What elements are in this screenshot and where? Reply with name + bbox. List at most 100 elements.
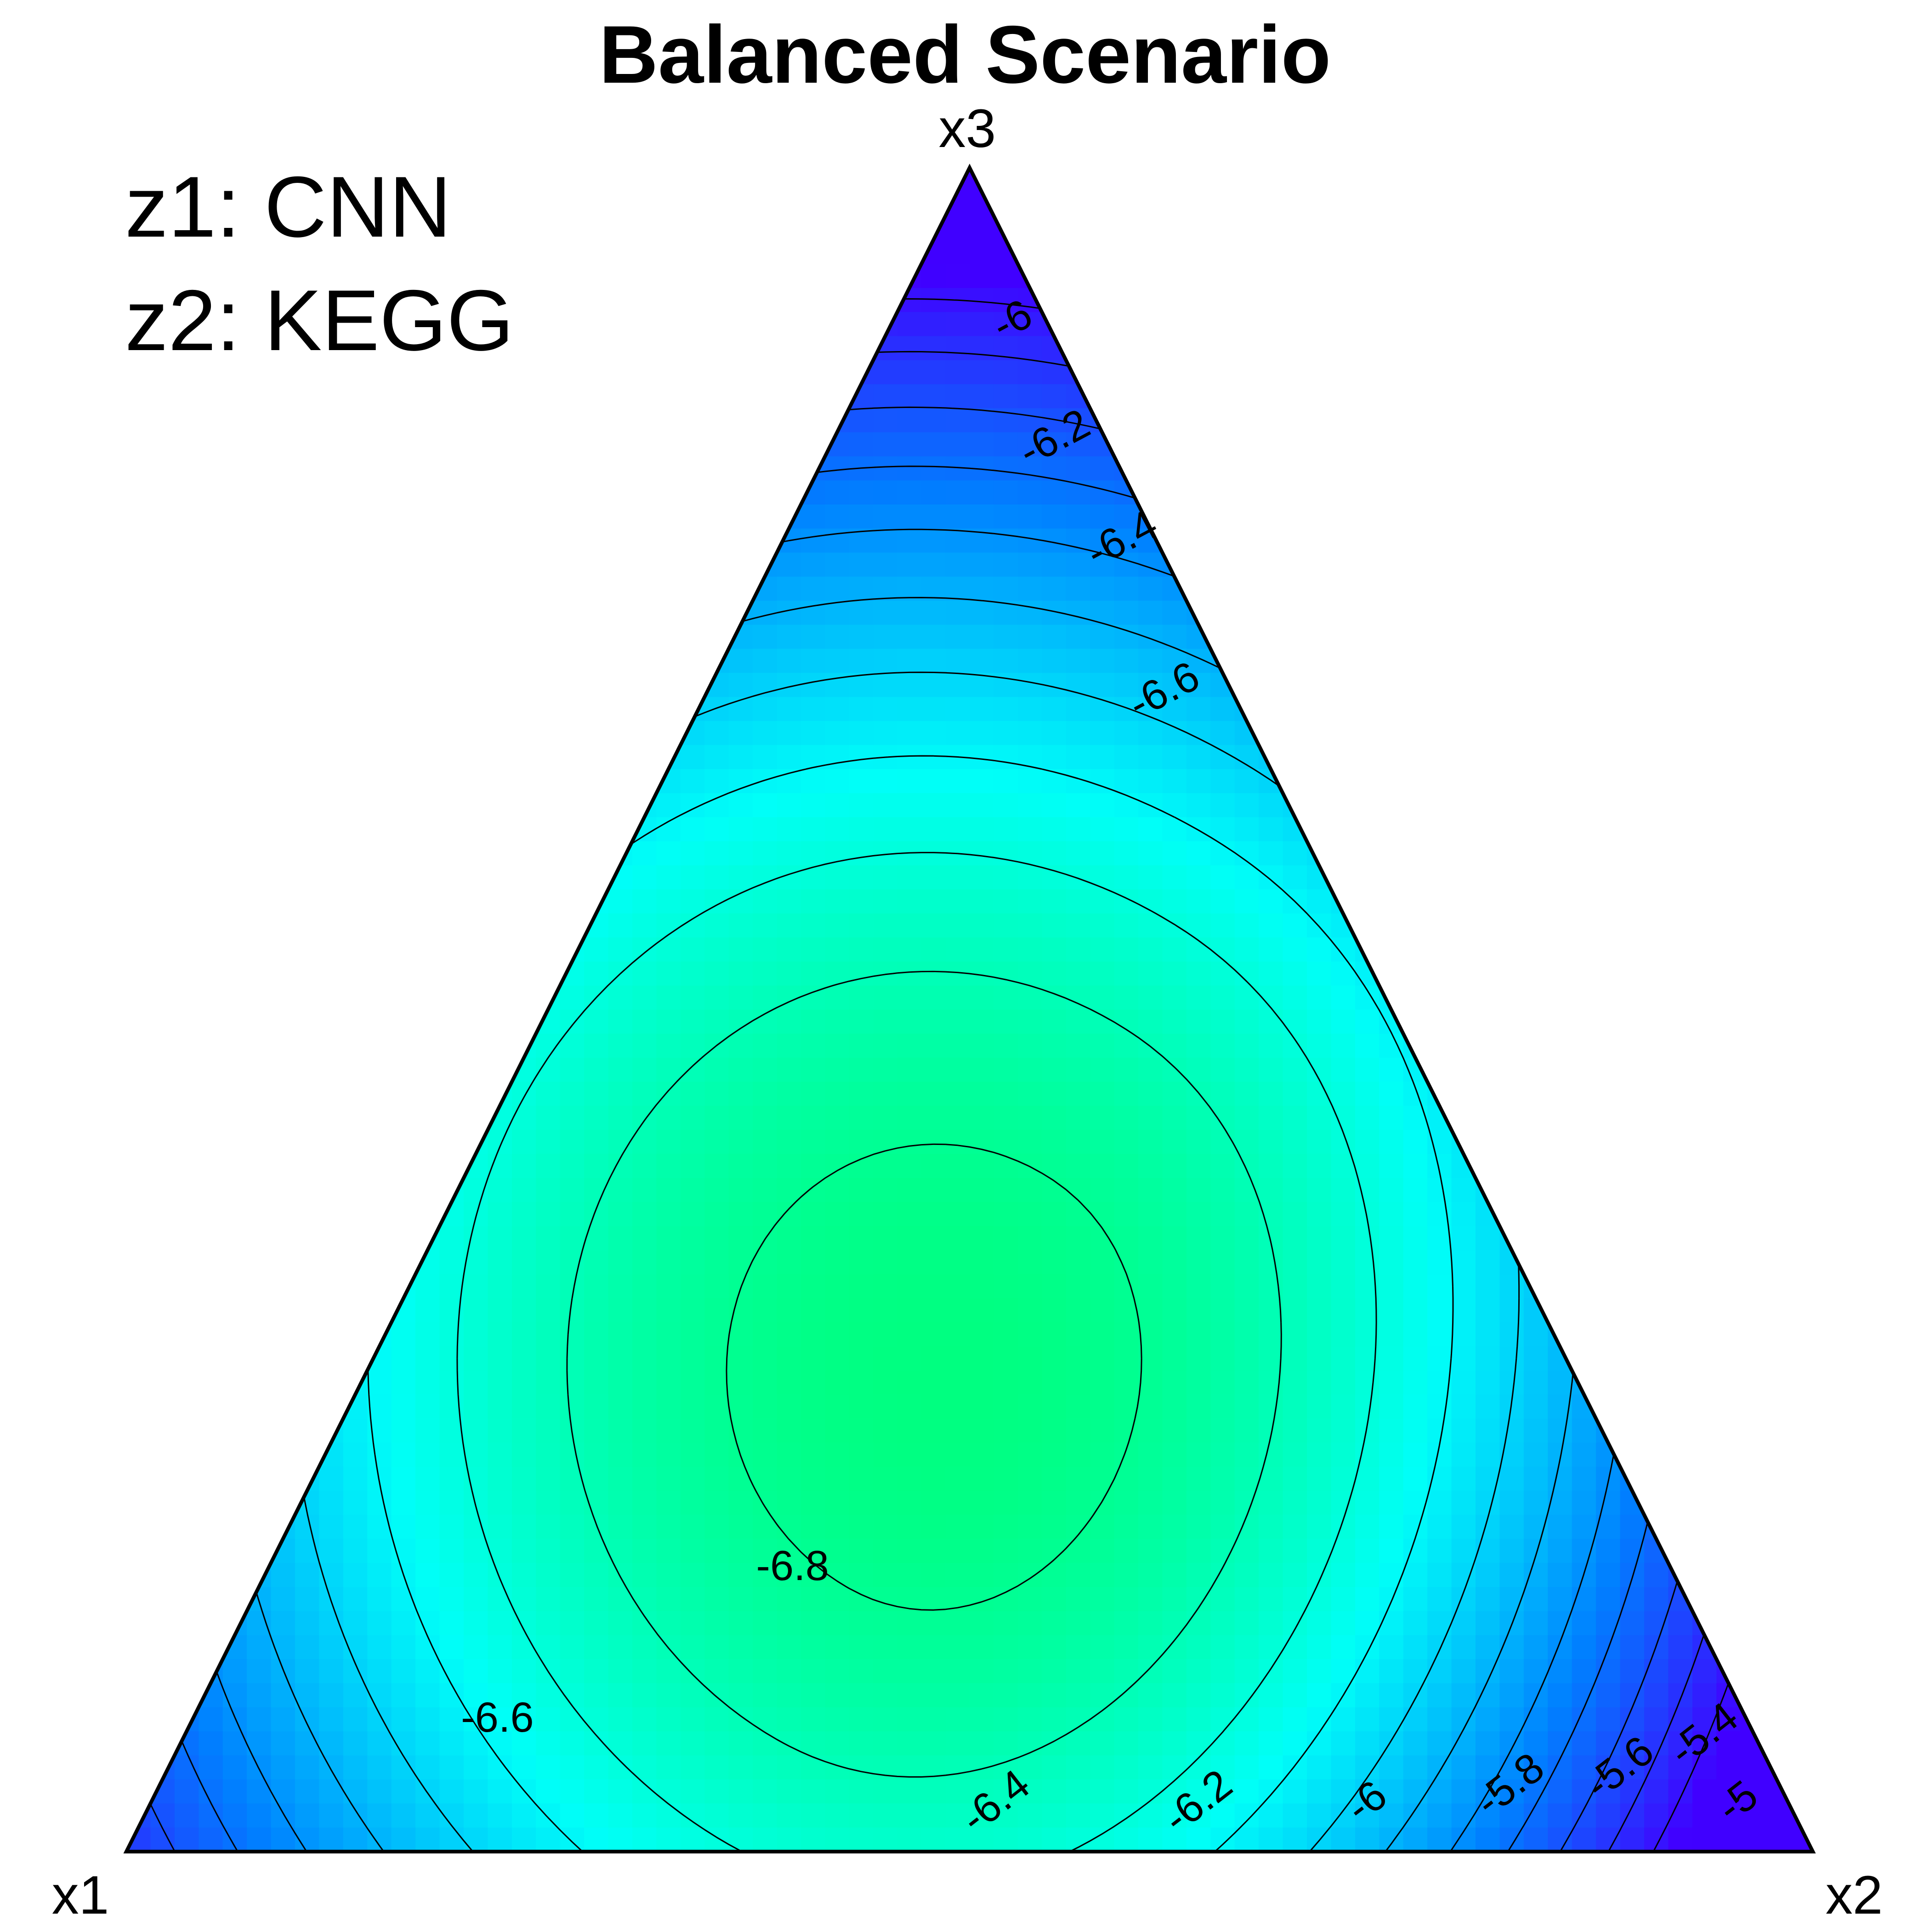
fill-cell [632,1202,657,1227]
fill-cell [1596,1779,1621,1804]
fill-cell [849,1370,874,1395]
fill-cell [1307,1755,1332,1780]
fill-cell [849,408,874,433]
fill-cell [199,1635,223,1660]
fill-cell [993,1707,1018,1732]
fill-cell [1307,1274,1332,1299]
fill-cell [511,1274,537,1299]
fill-cell [801,1779,826,1804]
fill-cell [222,1563,248,1588]
fill-cell [1427,1130,1452,1155]
fill-cell [1017,1587,1043,1612]
fill-cell [801,673,826,697]
fill-cell [993,1442,1018,1467]
fill-cell [1283,1683,1307,1708]
fill-cell [1162,601,1187,625]
fill-cell [1283,1009,1307,1034]
fill-cell [873,697,898,722]
fill-cell [849,1009,874,1034]
fill-cell [1427,1515,1452,1540]
fill-cell [1283,1563,1307,1588]
fill-cell [1138,1490,1163,1515]
fill-cell [1114,601,1139,625]
fill-cell [753,1683,778,1708]
fill-cell [897,1755,922,1780]
fill-cell [1451,1611,1476,1636]
fill-cell [632,1394,657,1419]
fill-cell [825,1827,850,1852]
fill-cell [1476,1827,1500,1852]
fill-cell [1186,1490,1211,1515]
fill-cell [728,793,754,818]
fill-cell [777,456,801,481]
fill-cell [777,841,801,866]
fill-cell [608,913,633,938]
fill-cell [656,1418,681,1443]
fill-cell [945,336,970,361]
fill-cell [1283,1346,1307,1371]
fill-cell [1259,913,1283,938]
fill-cell [801,408,826,433]
fill-cell [873,673,898,697]
fill-cell [1403,1442,1428,1467]
fill-cell [1379,1755,1404,1780]
fill-cell [897,986,922,1010]
fill-cell [873,408,898,433]
fill-cell [728,1346,754,1371]
fill-cell [704,1009,729,1034]
fill-cell [1331,961,1356,986]
fill-cell [1692,1659,1717,1684]
fill-cell [1259,1755,1283,1780]
fill-cell [680,1322,705,1347]
fill-cell [1355,1250,1380,1275]
fill-cell [825,577,850,601]
fill-cell [801,480,826,505]
fill-cell [608,1082,633,1106]
fill-cell [897,697,922,722]
fill-cell [753,1105,778,1131]
fill-cell [1162,817,1187,842]
fill-cell [415,1298,440,1323]
fill-cell [632,913,657,938]
fill-cell [897,649,922,674]
fill-cell [921,624,946,650]
fill-cell [1114,1274,1139,1299]
fill-cell [897,817,922,842]
fill-cell [1017,1370,1043,1395]
fill-cell [1234,1467,1260,1491]
fill-cell [1186,673,1211,697]
fill-cell [753,1418,778,1443]
fill-cell [1355,1707,1380,1732]
fill-cell [222,1803,248,1828]
fill-cell [511,1635,537,1660]
fill-cell [1355,1154,1380,1178]
fill-cell [921,793,946,818]
fill-cell [319,1394,344,1419]
fill-cell [704,745,729,770]
fill-cell [343,1322,368,1347]
fill-cell [1234,1611,1260,1636]
fill-cell [1788,1779,1813,1804]
fill-cell [1403,1130,1428,1155]
fill-cell [777,1033,801,1059]
fill-cell [391,1611,416,1636]
fill-cell [897,360,922,385]
fill-cell [1331,1082,1356,1106]
fill-cell [704,1755,729,1780]
fill-cell [1042,1250,1067,1275]
fill-cell [1596,1707,1621,1732]
fill-cell [753,1370,778,1395]
fill-cell [1210,745,1235,770]
fill-cell [945,432,970,457]
fill-cell [704,1467,729,1491]
fill-cell [1427,1659,1452,1684]
fill-cell [970,360,994,385]
fill-cell [1572,1515,1597,1540]
fill-cell [295,1611,320,1636]
fill-cell [343,1827,368,1852]
fill-cell [777,1322,801,1347]
fill-cell [1307,1635,1332,1660]
fill-cell [536,1394,561,1419]
fill-cell [801,817,826,842]
fill-cell [970,1226,994,1251]
